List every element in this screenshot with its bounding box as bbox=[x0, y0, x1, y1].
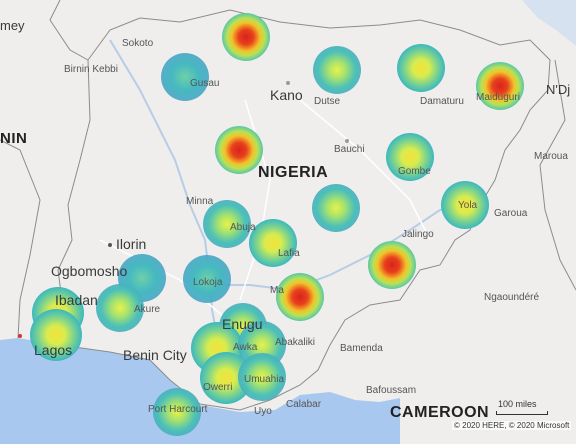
city-dot-lagos bbox=[18, 334, 22, 338]
city-label-minna: Minna bbox=[186, 196, 214, 207]
city-label-maiduguri: Maiduguri bbox=[476, 92, 520, 103]
city-label-yola: Yola bbox=[458, 200, 478, 211]
scale-bar bbox=[496, 411, 548, 415]
city-label-lagos: Lagos bbox=[34, 342, 73, 358]
city-label-ogbomosho: Ogbomosho bbox=[51, 263, 128, 279]
city-label-lafia: Lafia bbox=[278, 248, 300, 259]
city-label-port-harcourt: Port Harcourt bbox=[148, 404, 208, 415]
city-label-kano: Kano bbox=[270, 87, 303, 103]
cameroon-border bbox=[539, 59, 576, 291]
city-label-uyo: Uyo bbox=[254, 406, 272, 417]
city-label-dutse: Dutse bbox=[314, 96, 341, 107]
city-label-bauchi: Bauchi bbox=[334, 144, 365, 155]
city-dot-kano bbox=[286, 81, 290, 85]
city-dot-bauchi bbox=[345, 139, 349, 143]
city-label-umuahia: Umuahia bbox=[244, 374, 285, 385]
map-attribution: © 2020 HERE, © 2020 Microsoft bbox=[452, 421, 572, 430]
city-label-bafoussam: Bafoussam bbox=[366, 385, 417, 396]
city-label-ilorin: Ilorin bbox=[116, 236, 147, 252]
road-2 bbox=[239, 99, 271, 301]
city-label-awka: Awka bbox=[233, 342, 258, 353]
road-3 bbox=[299, 99, 431, 241]
gulf-of-guinea bbox=[0, 338, 400, 444]
city-dot-ilorin bbox=[108, 243, 112, 247]
city-label-jalingo: Jalingo bbox=[402, 229, 434, 240]
city-label-maroua: Maroua bbox=[534, 151, 568, 162]
city-label-ngaoundere: Ngaoundéré bbox=[484, 292, 540, 303]
city-label-ndjamena: N'Dj bbox=[546, 82, 571, 97]
city-label-niamey: mey bbox=[0, 18, 25, 33]
city-label-sokoto: Sokoto bbox=[122, 38, 154, 49]
city-label-calabar: Calabar bbox=[286, 399, 322, 410]
city-label-enugu: Enugu bbox=[222, 316, 263, 332]
country-label-nigeria: NIGERIA bbox=[258, 164, 329, 181]
benin-border bbox=[0, 139, 41, 339]
city-label-makurdi: Ma bbox=[270, 285, 284, 296]
city-label-damaturu: Damaturu bbox=[420, 96, 464, 107]
benue-river bbox=[212, 204, 471, 292]
country-label-benin: NIN bbox=[0, 130, 28, 147]
city-label-owerri: Owerri bbox=[203, 382, 233, 393]
city-label-gombe: Gombe bbox=[398, 166, 431, 177]
niger-border bbox=[49, 0, 89, 61]
lake-chad bbox=[522, 0, 576, 46]
niger-river bbox=[109, 39, 230, 396]
city-label-benin-city: Benin City bbox=[123, 347, 187, 363]
city-label-birnin-kebbi: Birnin Kebbi bbox=[64, 64, 118, 75]
city-label-ibadan: Ibadan bbox=[55, 292, 98, 308]
city-label-lokoja: Lokoja bbox=[193, 277, 223, 288]
city-label-gusau: Gusau bbox=[190, 78, 220, 89]
scale-label: 100 miles bbox=[498, 399, 537, 409]
city-label-akure: Akure bbox=[134, 304, 161, 315]
city-label-abuja: Abuja bbox=[230, 222, 256, 233]
city-label-bamenda: Bamenda bbox=[340, 343, 383, 354]
country-label-cameroon: CAMEROON bbox=[390, 404, 490, 421]
city-label-abakaliki: Abakaliki bbox=[275, 337, 316, 348]
city-label-garoua: Garoua bbox=[494, 208, 528, 219]
